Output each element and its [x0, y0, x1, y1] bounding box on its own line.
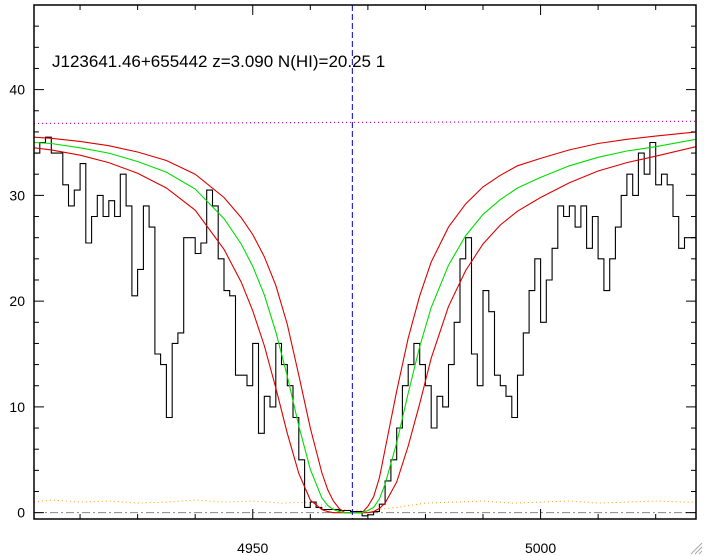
y-tick-label: 30 [9, 187, 25, 203]
y-tick-label: 10 [9, 399, 25, 415]
observed-flux-line [34, 136, 696, 517]
model-fit-line [34, 138, 696, 514]
chart-title: J123641.46+655442 z=3.090 N(HI)=20.25 1 [52, 52, 385, 71]
resize-grip-icon[interactable] [689, 541, 703, 555]
x-tick-label: 5000 [525, 540, 556, 556]
model-lower-bound-line [34, 146, 696, 514]
plot-frame [33, 4, 697, 520]
y-tick-label: 20 [9, 293, 25, 309]
plot-layer [34, 5, 696, 519]
y-tick-label: 40 [9, 82, 25, 98]
continuum-line [34, 120, 696, 125]
model-upper-bound-line [34, 131, 696, 514]
y-tick-label: 0 [17, 505, 25, 521]
x-tick-label: 4950 [237, 540, 268, 556]
axis-layer: 4950 5000 0 10 20 30 40 [9, 5, 696, 556]
